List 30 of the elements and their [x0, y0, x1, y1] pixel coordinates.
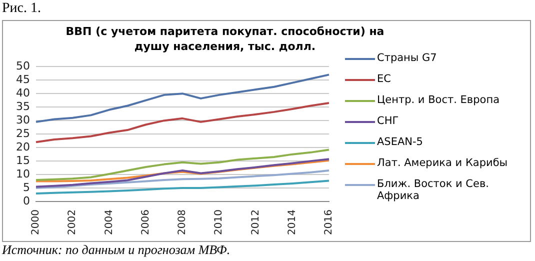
y-tick-label: 30: [16, 113, 30, 126]
x-tick-label: 2016: [324, 210, 335, 236]
y-tick-label: 20: [16, 140, 30, 154]
text: Источник: по данным и прогнозам МВФ.: [2, 242, 230, 258]
x-tick-label: 2008: [177, 210, 188, 236]
legend-label: Ближ. Восток и Сев. Африка: [377, 178, 490, 202]
x-tick-label: 2004: [104, 210, 115, 236]
x-tick-label: 2012: [250, 210, 262, 236]
y-tick-label: 10: [16, 167, 30, 180]
legend-label: Лат. Америка и Карибы: [377, 157, 508, 169]
legend-label: ASEAN-5: [377, 136, 423, 148]
legend-label: ЕС: [377, 73, 391, 85]
legend-label: СНГ: [377, 115, 399, 127]
y-tick-label: 25: [16, 126, 30, 140]
x-tick-label: 2000: [30, 210, 42, 236]
y-tick-label: 5: [22, 180, 30, 194]
legend-label: Центр. и Вост. Европа: [377, 94, 500, 106]
x-tick-label: 2006: [140, 210, 152, 236]
y-tick-label: 0: [22, 194, 30, 208]
chart-title: ВВП (с учетом паритета покупат. способности) на душу населения, тыс. долл.: [66, 25, 384, 53]
x-tick-label: 2014: [286, 210, 298, 236]
y-tick-label: 35: [16, 100, 30, 113]
x-tick-label: 2010: [214, 210, 225, 236]
x-tick-label: 2002: [67, 210, 78, 236]
legend-label: Страны G7: [377, 52, 437, 64]
y-tick-label: 40: [16, 86, 30, 100]
y-tick-label: 50: [16, 59, 30, 72]
text: Рис. 1.: [2, 1, 41, 17]
y-tick-label: 45: [16, 72, 30, 86]
y-tick-label: 15: [16, 154, 30, 167]
